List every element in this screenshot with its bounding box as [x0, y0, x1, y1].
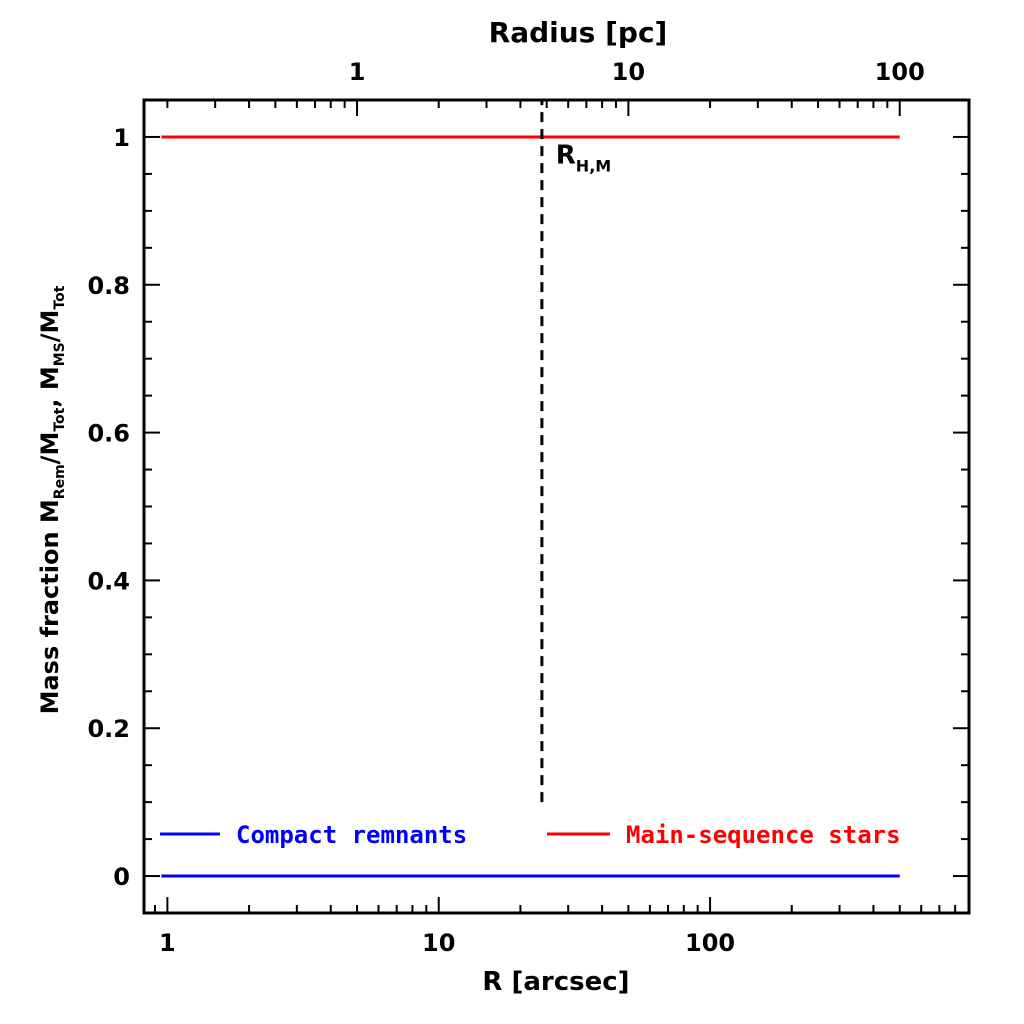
series-layer [161, 100, 900, 878]
plot-frame [142, 98, 971, 915]
legend-label-main-sequence: Main-sequence stars [626, 821, 901, 849]
half-mass-radius-label: RH,M [556, 141, 611, 176]
x2-tick-label: 1 [349, 58, 366, 86]
x-axis-label: R [arcsec] [482, 967, 629, 997]
y-tick-label: 0 [113, 863, 130, 891]
x2-tick-label: 10 [612, 58, 645, 86]
y-tick-label: 0.6 [87, 420, 130, 448]
y-axis-label: Mass fraction MRem/MTot, MMS/MTot [36, 285, 68, 714]
x2-tick-label: 100 [875, 58, 925, 86]
x-tick-label: 100 [685, 929, 735, 957]
legend-label-compact-remnants: Compact remnants [236, 821, 467, 849]
y-tick-label: 0.4 [87, 567, 130, 595]
y-tick-label: 1 [113, 124, 130, 152]
x-tick-label: 1 [159, 929, 176, 957]
legend: Compact remnants Main-sequence stars [160, 821, 901, 849]
top-axis-label: Radius [pc] [489, 16, 668, 49]
y-tick-label: 0.8 [87, 272, 130, 300]
y-axis-label-text: Mass fraction [36, 531, 64, 714]
x-tick-label: 10 [422, 929, 455, 957]
y-tick-label: 0.2 [87, 715, 130, 743]
axes: 1 10 100 1 10 100 0 0.2 0.4 0.6 0.8 1 [87, 58, 971, 957]
